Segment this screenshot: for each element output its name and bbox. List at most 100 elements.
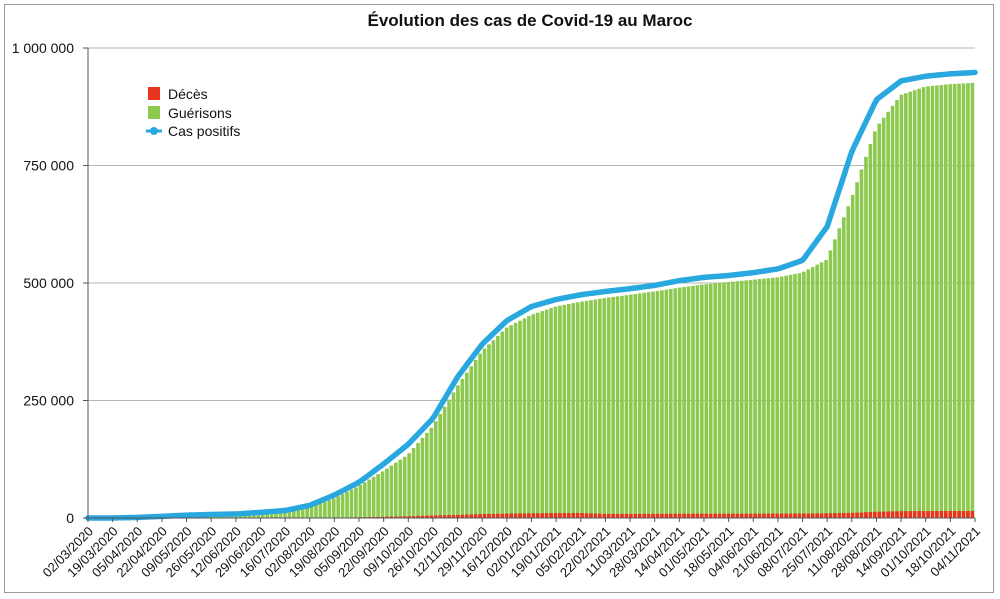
bar-deces	[868, 512, 873, 518]
bar-guerisons	[660, 290, 664, 518]
bar-guerisons	[943, 84, 948, 518]
bar-guerisons	[651, 291, 655, 518]
bar-deces	[575, 512, 580, 518]
bar-deces	[411, 516, 416, 518]
bar-deces	[429, 515, 434, 518]
bar-deces	[810, 513, 815, 518]
bar-deces	[864, 512, 868, 518]
bar-guerisons	[677, 287, 682, 518]
bar-guerisons	[478, 353, 482, 518]
legend-marker-cas-positifs	[150, 127, 158, 135]
bar-guerisons	[952, 83, 957, 519]
bar-deces	[571, 513, 576, 518]
point-cas-positifs	[602, 288, 609, 295]
bar-deces	[442, 515, 447, 518]
bar-guerisons	[921, 87, 926, 518]
bar-guerisons	[602, 298, 607, 518]
bar-guerisons	[402, 456, 407, 518]
bar-deces	[385, 516, 389, 518]
bar-guerisons	[309, 506, 314, 518]
point-cas-positifs	[701, 274, 707, 280]
bar-guerisons	[256, 514, 261, 518]
bar-guerisons	[686, 286, 691, 518]
y-tick-label: 750 000	[23, 158, 74, 174]
bar-guerisons	[265, 513, 270, 518]
bar-deces	[549, 513, 553, 518]
bar-deces	[394, 516, 398, 518]
bar-guerisons	[491, 340, 496, 518]
y-tick-label: 500 000	[23, 275, 74, 291]
bar-guerisons	[966, 83, 970, 518]
point-cas-positifs	[479, 341, 485, 347]
bar-deces	[757, 513, 762, 518]
bar-guerisons	[584, 300, 589, 518]
bar-deces	[766, 513, 771, 518]
bar-deces	[677, 513, 682, 518]
bar-deces	[420, 515, 425, 518]
bar-guerisons	[620, 295, 624, 518]
bar-deces	[562, 513, 567, 518]
bar-deces	[837, 513, 842, 518]
point-cas-positifs	[947, 71, 953, 77]
bar-deces	[713, 513, 717, 518]
bar-deces	[793, 513, 797, 518]
bar-guerisons	[926, 86, 930, 519]
bar-deces	[691, 513, 695, 518]
bar-guerisons	[425, 432, 429, 518]
bar-guerisons	[806, 269, 811, 518]
point-cas-positifs	[923, 73, 929, 79]
bar-deces	[473, 514, 478, 518]
bar-guerisons	[788, 274, 793, 518]
bar-guerisons	[296, 509, 301, 518]
bar-guerisons	[957, 83, 961, 518]
bar-guerisons	[283, 512, 287, 518]
bar-deces	[553, 513, 558, 518]
bar-deces	[961, 510, 966, 518]
bar-deces	[509, 513, 513, 518]
bar-deces	[469, 514, 474, 518]
bar-deces	[917, 511, 921, 518]
bar-deces	[460, 514, 465, 518]
bar-guerisons	[411, 448, 416, 518]
bar-guerisons	[899, 94, 904, 518]
bar-deces	[735, 513, 740, 518]
bar-deces	[425, 515, 429, 518]
bar-guerisons	[598, 298, 602, 518]
bar-deces	[456, 514, 460, 518]
bar-guerisons	[859, 169, 864, 518]
point-cas-positifs	[849, 148, 855, 154]
bar-guerisons	[704, 284, 709, 518]
bar-guerisons	[912, 90, 917, 519]
bar-deces	[819, 513, 824, 518]
point-cas-positifs	[824, 224, 830, 230]
bar-deces	[886, 511, 890, 518]
bar-deces	[611, 513, 615, 518]
bar-deces	[478, 514, 482, 518]
bar-guerisons	[837, 228, 842, 519]
point-cas-positifs	[331, 492, 337, 498]
bar-guerisons	[593, 299, 598, 518]
bar-guerisons	[717, 282, 722, 518]
bar-deces	[433, 515, 438, 518]
bar-guerisons	[252, 514, 256, 518]
y-tick-label: 0	[66, 510, 74, 526]
bar-guerisons	[247, 514, 252, 518]
bar-deces	[451, 514, 456, 518]
point-cas-positifs	[208, 511, 214, 518]
bar-guerisons	[429, 427, 434, 518]
bar-guerisons	[407, 453, 411, 518]
bar-guerisons	[531, 314, 536, 518]
bar-guerisons	[810, 267, 815, 518]
bar-deces	[877, 511, 882, 518]
bar-deces	[606, 513, 611, 518]
bar-deces	[846, 512, 851, 518]
bar-deces	[602, 513, 607, 518]
bar-guerisons	[540, 311, 545, 518]
bar-guerisons	[762, 278, 766, 518]
bar-deces	[788, 513, 793, 518]
bar-guerisons	[793, 274, 797, 518]
legend: Décès Guérisons Cas positifs	[146, 86, 240, 139]
bar-guerisons	[606, 297, 611, 518]
point-cas-positifs	[972, 69, 978, 76]
